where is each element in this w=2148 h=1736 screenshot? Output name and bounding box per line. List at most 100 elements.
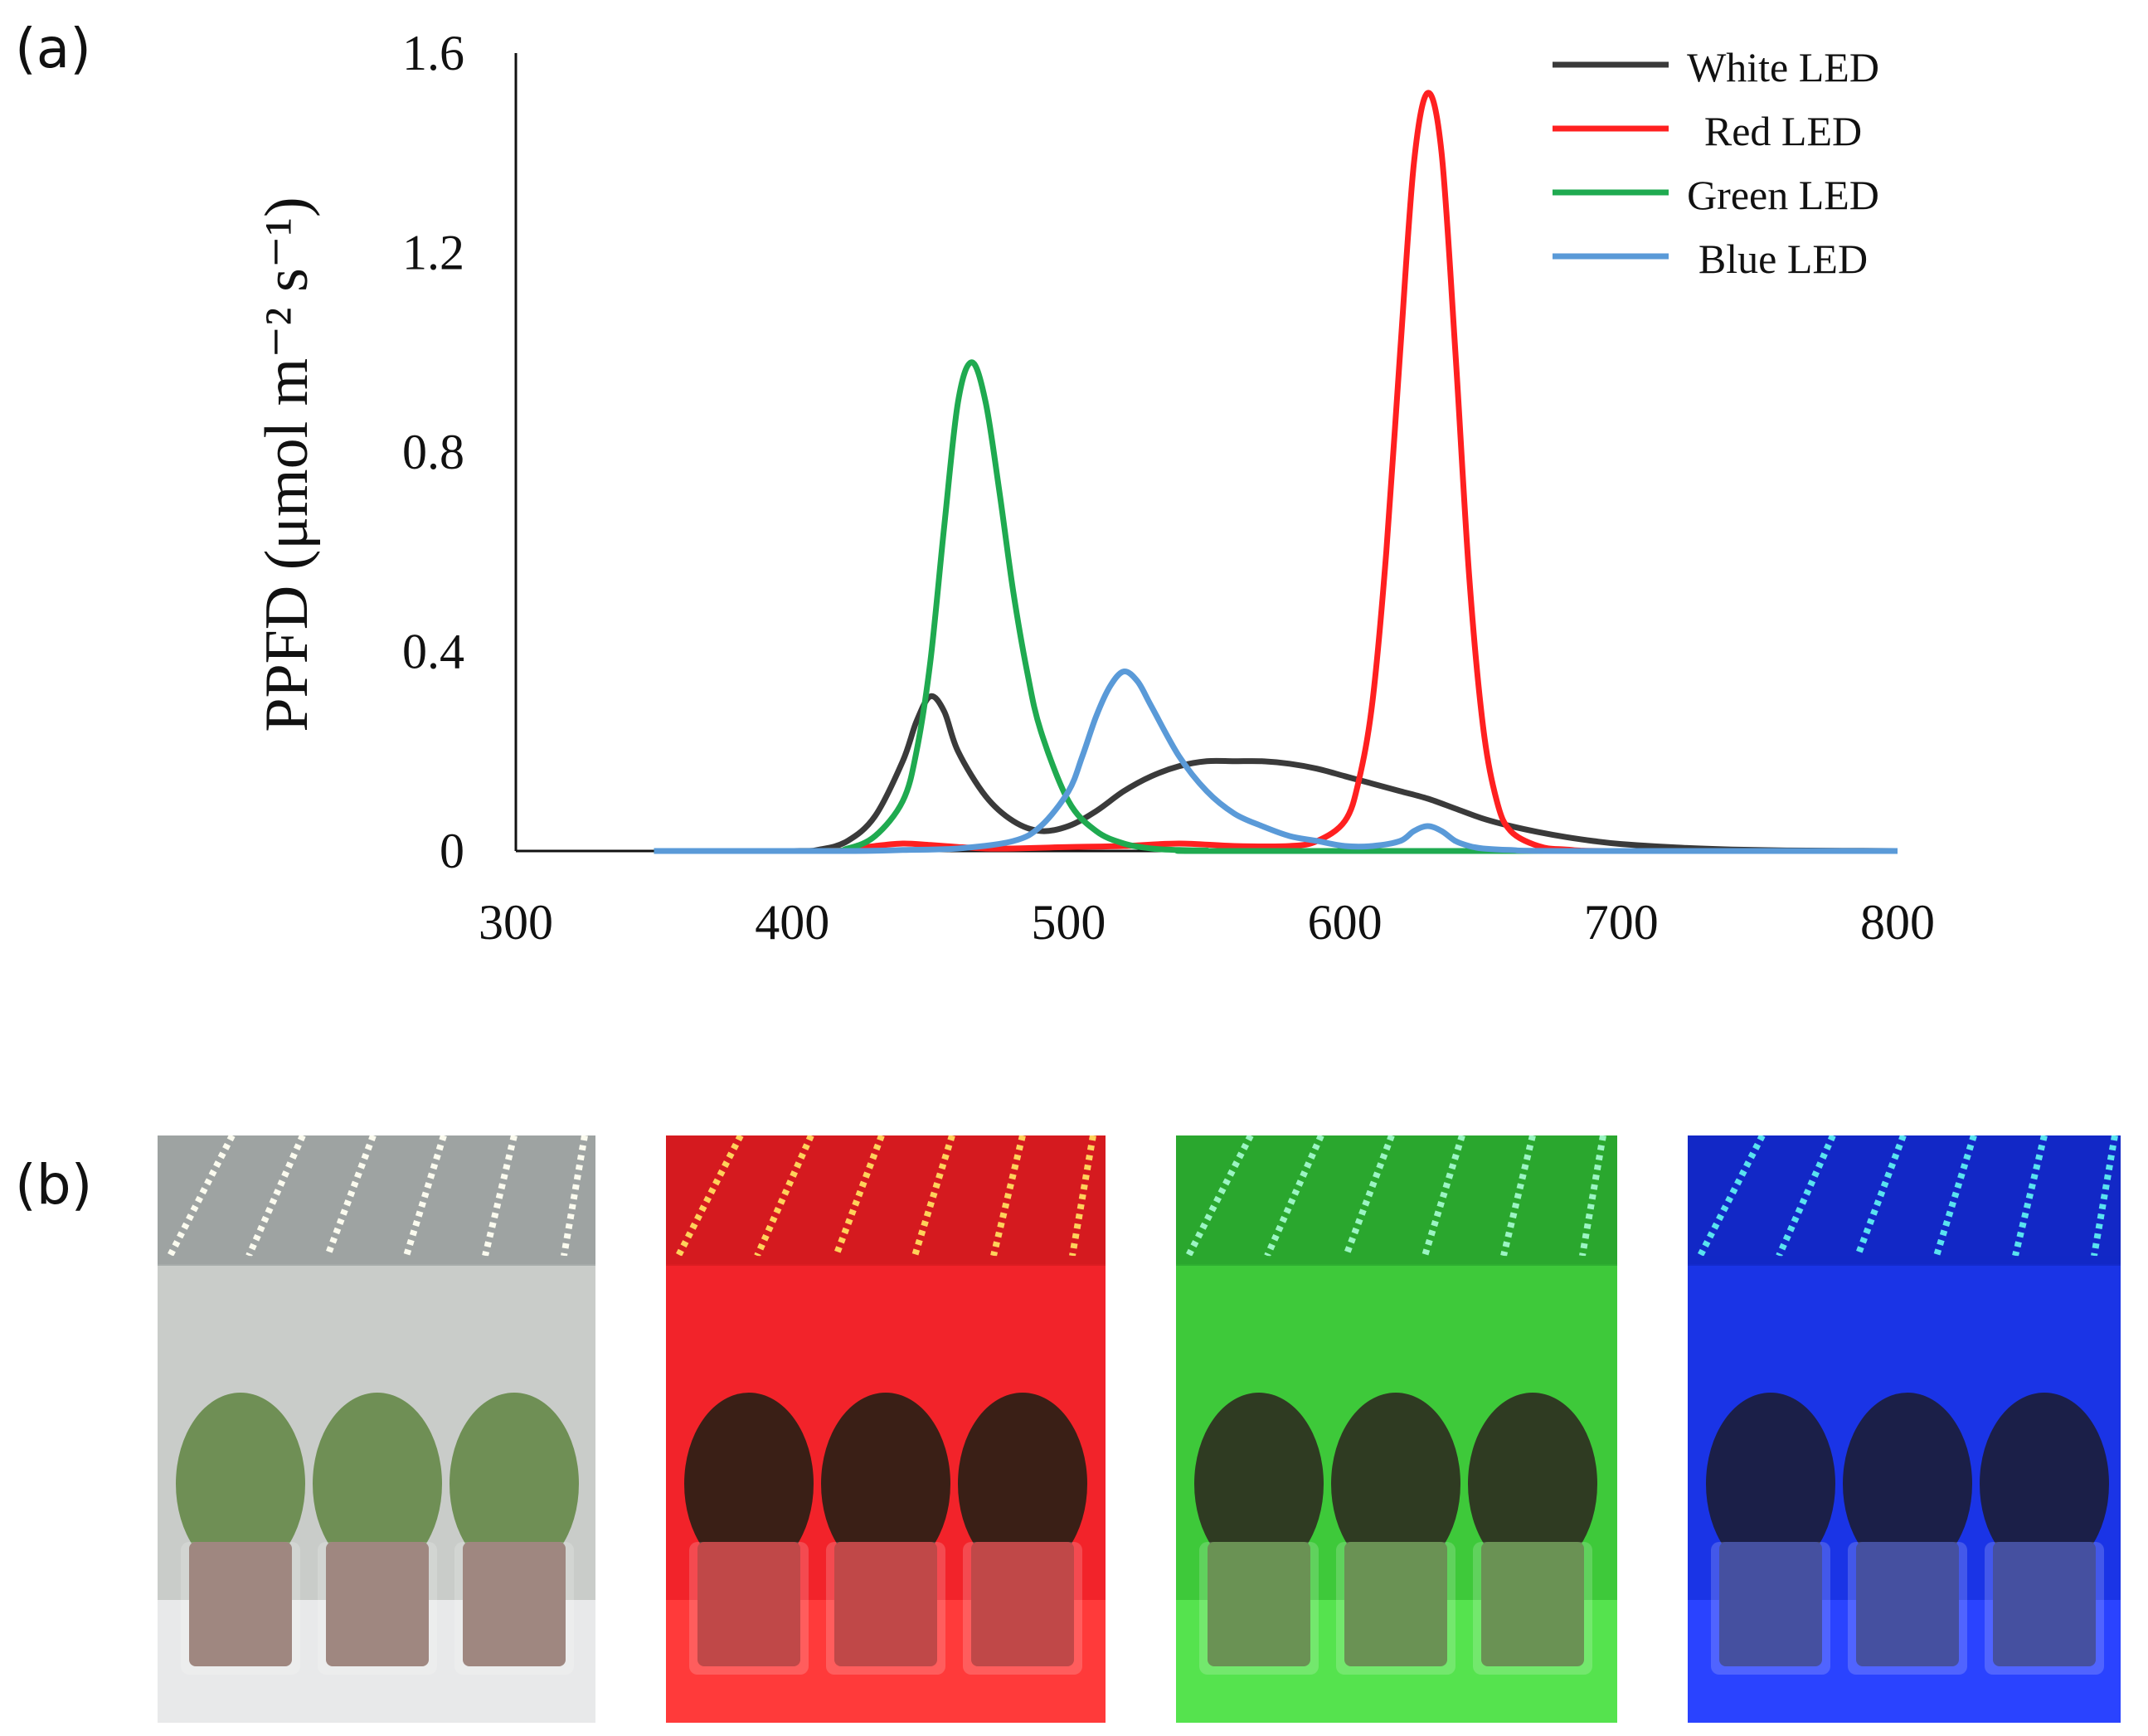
led-strip	[561, 1135, 588, 1257]
pot-container	[1473, 1542, 1592, 1675]
led-strip	[1697, 1135, 1766, 1257]
y-tick-label: 0.4	[402, 625, 464, 679]
plant-pot	[697, 1542, 800, 1666]
x-tick-label: 400	[755, 895, 829, 950]
chart-legend: White LED Red LED Green LED Blue LED	[1553, 44, 1879, 282]
pot-container	[689, 1542, 809, 1675]
plant-foliage	[313, 1393, 442, 1575]
plant-foliage	[958, 1393, 1087, 1575]
series-line-blue-led	[654, 668, 1898, 854]
led-strip	[403, 1135, 447, 1257]
pot-container	[181, 1542, 300, 1675]
plant-foliage	[1468, 1393, 1597, 1575]
plant-foliage	[821, 1393, 950, 1575]
led-strip	[1500, 1135, 1536, 1257]
pot-container	[318, 1542, 437, 1675]
pot-container	[1985, 1542, 2104, 1675]
legend-label: White LED	[1687, 44, 1879, 90]
led-strip	[1776, 1135, 1836, 1257]
y-tick-label: 0	[440, 824, 464, 878]
led-strip	[1069, 1135, 1096, 1257]
y-tick-label: 1.6	[402, 26, 464, 80]
x-tick-label: 700	[1584, 895, 1659, 950]
plant-pot	[1344, 1542, 1447, 1666]
led-strip	[2012, 1135, 2048, 1257]
plant-pot	[463, 1542, 566, 1666]
led-strip	[833, 1135, 885, 1257]
chart-series-lines	[654, 90, 1898, 854]
pot-container	[1199, 1542, 1319, 1675]
shelf-bar	[666, 1256, 1106, 1266]
led-strip	[990, 1135, 1026, 1257]
led-strip	[2091, 1135, 2118, 1257]
plant-pot	[1719, 1542, 1822, 1666]
plant-pot	[971, 1542, 1074, 1666]
plant-pot	[189, 1542, 292, 1666]
light-panel	[1176, 1135, 1617, 1264]
plant-foliage	[1331, 1393, 1460, 1575]
red-led-photo	[666, 1135, 1106, 1723]
plant-foliage	[1843, 1393, 1972, 1575]
led-strip	[324, 1135, 377, 1257]
blue-led-photo	[1688, 1135, 2121, 1723]
series-line-green-led	[654, 359, 1898, 854]
led-strip	[1264, 1135, 1324, 1257]
pot-container	[1336, 1542, 1455, 1675]
light-panel	[158, 1135, 595, 1264]
legend-label: Red LED	[1704, 108, 1862, 154]
x-tick-label: 600	[1308, 895, 1383, 950]
legend-label: Green LED	[1687, 172, 1879, 218]
white-led-photo	[158, 1135, 595, 1723]
led-strip	[245, 1135, 306, 1257]
plant-pot	[326, 1542, 429, 1666]
led-strip	[1579, 1135, 1606, 1257]
light-panel	[666, 1135, 1106, 1264]
led-strip	[167, 1135, 236, 1257]
pot-container	[454, 1542, 574, 1675]
led-strip	[1854, 1135, 1907, 1257]
panel-label-a: (a)	[15, 17, 91, 80]
led-strip	[911, 1135, 955, 1257]
plant-foliage	[1980, 1393, 2109, 1575]
led-strip	[1185, 1135, 1254, 1257]
led-strip	[675, 1135, 744, 1257]
light-panel	[1688, 1135, 2121, 1264]
led-strip	[1343, 1135, 1395, 1257]
plant-foliage	[176, 1393, 305, 1575]
blue-led-photo-illustration	[1688, 1135, 2121, 1723]
series-line-white-led	[654, 693, 1898, 854]
shelf-bar	[1688, 1256, 2121, 1266]
led-strip	[754, 1135, 814, 1257]
plant-foliage	[1194, 1393, 1324, 1575]
legend-label: Blue LED	[1698, 236, 1868, 282]
led-strip	[1421, 1135, 1465, 1257]
y-axis-label: PPFD (μmol m⁻² s⁻¹)	[253, 197, 321, 732]
pot-container	[1711, 1542, 1830, 1675]
shelf-bar	[158, 1256, 595, 1266]
plant-foliage	[684, 1393, 814, 1575]
pot-container	[963, 1542, 1082, 1675]
x-tick-label: 800	[1860, 895, 1935, 950]
plant-pot	[1856, 1542, 1959, 1666]
plant-pot	[1208, 1542, 1310, 1666]
y-tick-label: 1.2	[402, 226, 464, 280]
chart-tick-labels: 300 400 500 600 700 800 0 0.4 0.8 1.2 1.6	[402, 26, 1935, 950]
plant-pot	[1993, 1542, 2096, 1666]
x-tick-label: 500	[1031, 895, 1106, 950]
plant-foliage	[450, 1393, 579, 1575]
led-strip	[1933, 1135, 1977, 1257]
red-led-photo-illustration	[666, 1135, 1106, 1723]
pot-container	[1848, 1542, 1967, 1675]
plant-pot	[834, 1542, 937, 1666]
pot-container	[826, 1542, 945, 1675]
green-led-photo	[1176, 1135, 1617, 1723]
panel-label-b: (b)	[15, 1153, 93, 1217]
plant-foliage	[1706, 1393, 1835, 1575]
led-strip	[482, 1135, 518, 1257]
shelf-bar	[1176, 1256, 1617, 1266]
y-tick-label: 0.8	[402, 425, 464, 479]
ppfd-spectrum-chart: 300 400 500 600 700 800 0 0.4 0.8 1.2 1.6 White LE…	[253, 26, 1935, 950]
white-led-photo-illustration	[158, 1135, 595, 1723]
plant-pot	[1481, 1542, 1584, 1666]
green-led-photo-illustration	[1176, 1135, 1617, 1723]
